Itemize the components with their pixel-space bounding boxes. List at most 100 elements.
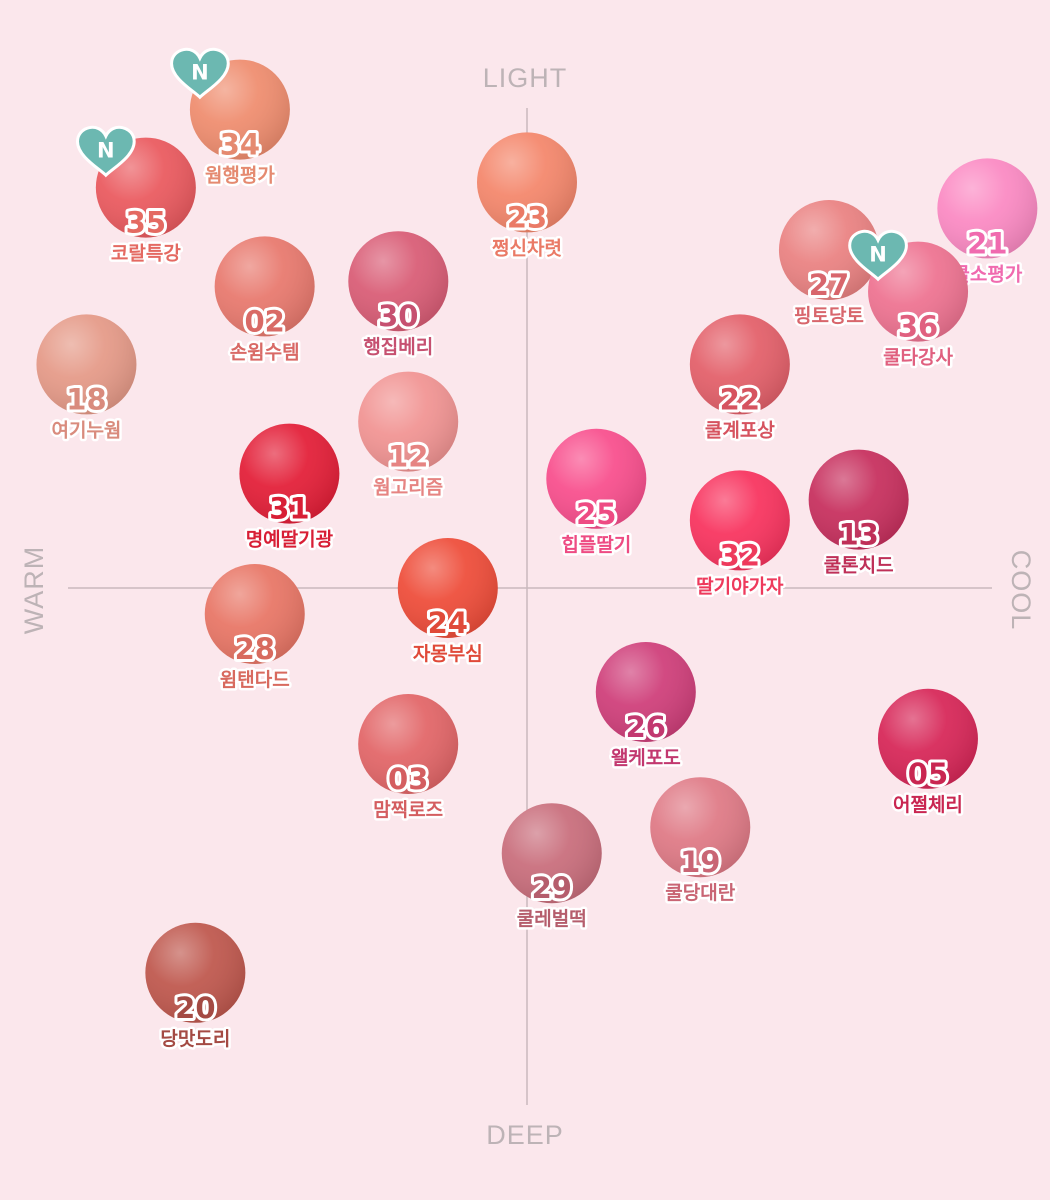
swatch-name-02: 손윔수템: [230, 341, 300, 363]
new-badge-label: N: [97, 139, 115, 163]
swatch-item-28: 28 윔탠다드: [204, 564, 305, 694]
swatch-item-30: 30 행집베리: [348, 231, 449, 361]
swatch-item-05: 05 어쩔체리: [877, 688, 978, 818]
swatch-item-18: 18 여기누웜: [36, 314, 137, 444]
axis-label-deep: DEEP: [486, 1120, 564, 1150]
axis-label-light: LIGHT: [483, 63, 568, 93]
swatch-number-30: 30: [378, 299, 418, 333]
axis-label-cool: COOL: [1006, 550, 1036, 631]
swatch-gloss-26: [595, 642, 696, 742]
swatch-item-02: 02 손윔수템: [214, 236, 315, 366]
swatch-gloss-25: [546, 428, 647, 529]
swatch-gloss-13: [808, 449, 909, 550]
new-badge-label: N: [191, 61, 209, 85]
new-badge-icon: N: [170, 47, 230, 100]
swatch-name-25: 힙플딸기: [561, 534, 631, 556]
swatch-item-19: 19 쿨당대란: [650, 777, 751, 907]
swatch-name-05: 어쩔체리: [893, 794, 963, 816]
swatch-name-28: 윔탠다드: [220, 669, 290, 691]
swatch-name-23: 쩡신차렷: [492, 237, 562, 259]
swatch-item-13: 13 쿨톤치드: [808, 449, 909, 579]
swatch-number-02: 02: [244, 304, 284, 338]
swatch-gloss-23: [477, 132, 577, 233]
swatch-number-21: 21: [967, 226, 1007, 260]
swatch-gloss-22: [689, 314, 790, 415]
swatch-gloss-18: [36, 314, 137, 415]
swatch-number-19: 19: [680, 845, 720, 879]
swatch-item-23: 23 쩡신차렷: [477, 132, 577, 262]
swatch-item-27: 27 핑토당토: [778, 200, 879, 330]
new-badge-icon: N: [848, 229, 908, 282]
new-badge-icon: N: [75, 125, 136, 178]
swatch-item-29: 29 쿨레벌떡: [501, 803, 602, 933]
swatch-number-31: 31: [269, 492, 309, 526]
swatch-number-26: 26: [626, 710, 666, 744]
swatch-name-34: 웜행평가: [205, 165, 275, 187]
swatch-gloss-12: [358, 371, 459, 472]
heart-badge-shape: [75, 125, 136, 178]
swatch-name-22: 쿨계포상: [705, 419, 775, 441]
swatch-name-31: 명예딸기광: [246, 529, 334, 551]
heart-badge-shape: [848, 229, 908, 282]
swatch-gloss-20: [145, 922, 246, 1023]
swatch-name-19: 쿨당대란: [665, 882, 735, 904]
swatch-gloss-03: [358, 694, 459, 794]
swatch-name-13: 쿨톤치드: [824, 555, 894, 577]
swatch-name-27: 핑토당토: [794, 305, 864, 327]
swatch-number-22: 22: [720, 382, 760, 416]
swatch-number-25: 25: [576, 497, 616, 531]
axis-label-warm: WARM: [19, 546, 49, 634]
swatch-gloss-29: [501, 803, 602, 904]
swatch-item-35: 35 코랄특강 N: [75, 125, 196, 267]
swatch-item-20: 20 당맛도리: [145, 922, 246, 1052]
swatch-number-28: 28: [235, 632, 275, 666]
swatch-number-05: 05: [908, 757, 948, 791]
swatch-item-03: 03 맘찍로즈: [358, 694, 459, 824]
swatch-name-12: 웜고리즘: [373, 477, 443, 499]
swatch-item-36: 36 쿨타강사 N: [848, 229, 969, 371]
swatch-item-31: 31 명예딸기광: [239, 423, 340, 553]
swatch-number-23: 23: [507, 200, 547, 234]
swatch-gloss-27: [778, 200, 879, 300]
swatch-name-24: 자몽부심: [413, 643, 483, 665]
swatch-item-32: 32 딸기야가자: [689, 470, 790, 600]
swatch-gloss-30: [348, 231, 449, 332]
swatch-item-22: 22 쿨계포상: [689, 314, 790, 444]
swatch-gloss-31: [239, 423, 340, 524]
swatch-name-35: 코랄특강: [111, 243, 181, 265]
swatch-item-34: 34 웜행평가 N: [170, 47, 290, 189]
swatch-name-18: 여기누웜: [51, 419, 121, 441]
swatch-name-03: 맘찍로즈: [373, 799, 443, 821]
swatch-number-03: 03: [388, 762, 428, 796]
swatch-gloss-05: [877, 688, 978, 789]
swatch-number-20: 20: [175, 991, 215, 1025]
heart-badge-shape: [170, 47, 230, 100]
swatch-number-13: 13: [838, 518, 878, 552]
swatch-item-12: 12 웜고리즘: [358, 371, 459, 501]
swatch-number-36: 36: [898, 310, 938, 344]
swatch-name-29: 쿨레벌떡: [517, 908, 587, 930]
swatch-gloss-02: [214, 236, 315, 337]
swatch-number-32: 32: [720, 538, 760, 572]
swatch-gloss-32: [689, 470, 790, 571]
swatch-number-12: 12: [388, 440, 428, 474]
swatch-name-30: 행집베리: [363, 336, 433, 358]
swatch-gloss-28: [204, 564, 305, 664]
swatch-name-32: 딸기야가자: [696, 575, 784, 597]
swatch-gloss-24: [397, 538, 498, 638]
swatch-name-20: 당맛도리: [160, 1028, 230, 1050]
swatch-item-24: 24 자몽부심: [397, 538, 498, 668]
swatch-number-34: 34: [220, 128, 260, 162]
swatch-number-35: 35: [126, 206, 166, 240]
swatch-gloss-21: [937, 158, 1038, 259]
swatch-gloss-19: [650, 777, 751, 878]
swatch-number-18: 18: [66, 382, 106, 416]
swatch-name-36: 쿨타강사: [883, 347, 953, 369]
swatch-number-24: 24: [428, 606, 468, 640]
swatch-item-26: 26 왤케포도: [595, 642, 696, 772]
swatch-number-29: 29: [532, 871, 572, 905]
